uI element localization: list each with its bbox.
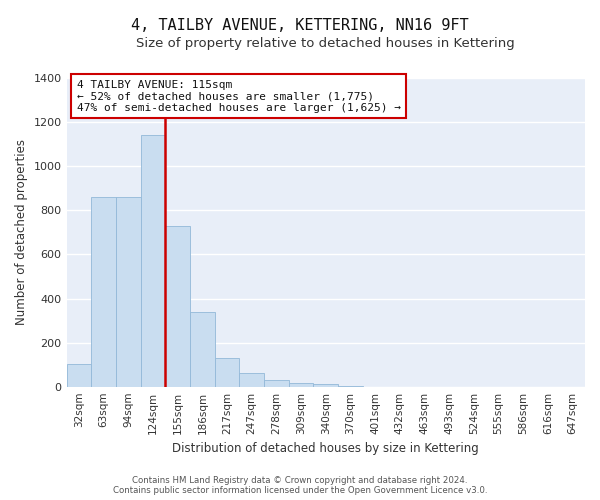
- Bar: [264, 380, 289, 386]
- Y-axis label: Number of detached properties: Number of detached properties: [15, 140, 28, 326]
- Bar: [239, 374, 264, 386]
- Bar: [116, 197, 140, 386]
- Title: Size of property relative to detached houses in Kettering: Size of property relative to detached ho…: [136, 38, 515, 51]
- Bar: [215, 358, 239, 386]
- Bar: [140, 136, 165, 386]
- Bar: [289, 382, 313, 386]
- Text: 4, TAILBY AVENUE, KETTERING, NN16 9FT: 4, TAILBY AVENUE, KETTERING, NN16 9FT: [131, 18, 469, 32]
- Bar: [313, 384, 338, 386]
- Bar: [190, 312, 215, 386]
- Bar: [91, 197, 116, 386]
- Text: 4 TAILBY AVENUE: 115sqm
← 52% of detached houses are smaller (1,775)
47% of semi: 4 TAILBY AVENUE: 115sqm ← 52% of detache…: [77, 80, 401, 113]
- Bar: [165, 226, 190, 386]
- X-axis label: Distribution of detached houses by size in Kettering: Distribution of detached houses by size …: [172, 442, 479, 455]
- Text: Contains HM Land Registry data © Crown copyright and database right 2024.
Contai: Contains HM Land Registry data © Crown c…: [113, 476, 487, 495]
- Bar: [67, 364, 91, 386]
